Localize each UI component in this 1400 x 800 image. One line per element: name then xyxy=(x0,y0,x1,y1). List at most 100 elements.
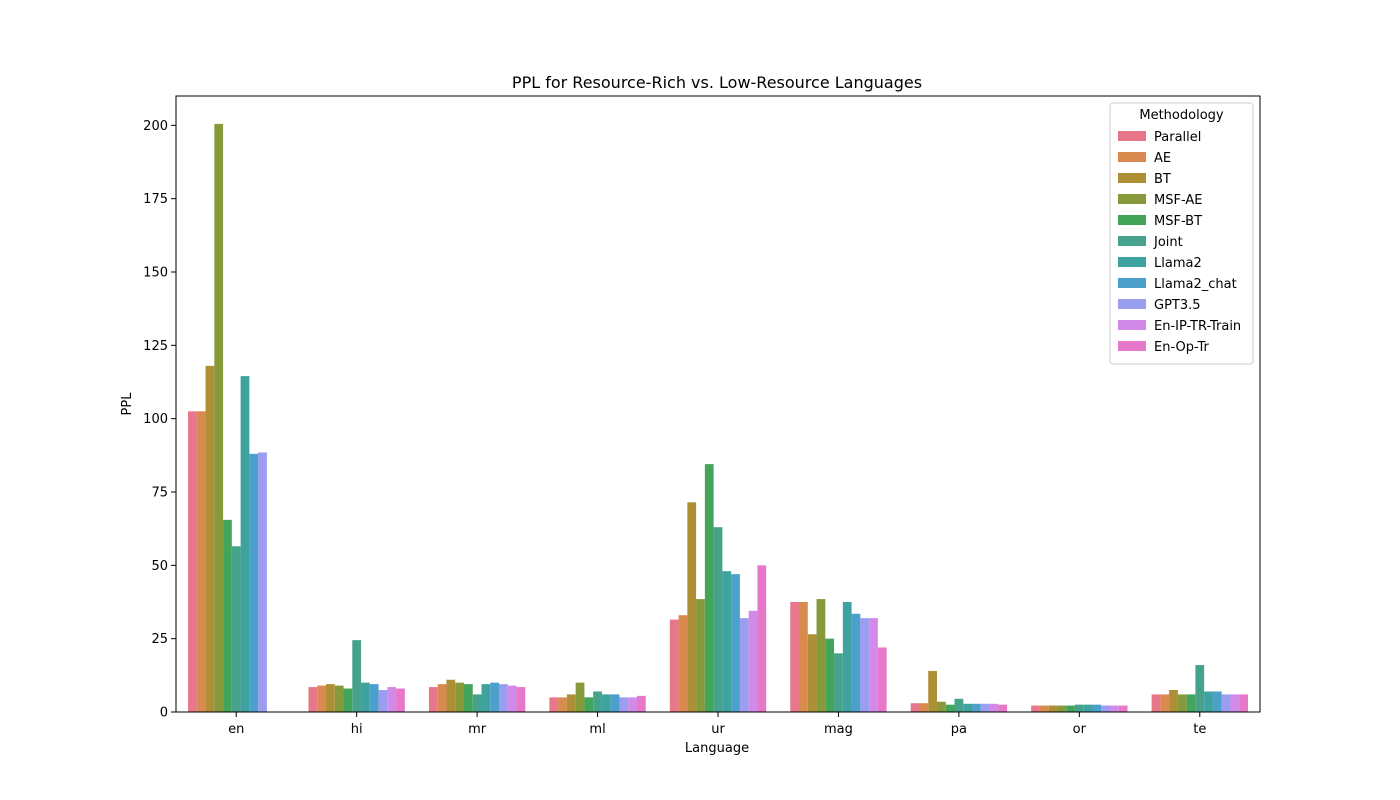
bar-gpt3-5-mag xyxy=(860,618,870,712)
bar-msf-bt-or xyxy=(1066,705,1075,712)
bar-llama2-chat-ml xyxy=(610,694,620,712)
legend-box xyxy=(1109,102,1254,365)
x-tick-label: pa xyxy=(951,722,967,737)
legend-entry: MSF-BT xyxy=(1154,214,1202,229)
bar-ae-ml xyxy=(558,697,567,712)
bar-parallel-ur xyxy=(669,619,679,712)
bar-gpt3-5-te xyxy=(1221,694,1231,712)
legend-swatch xyxy=(1118,236,1146,246)
legend-entry: Llama2_chat xyxy=(1154,277,1237,292)
bar-ae-en xyxy=(196,411,206,712)
bar-parallel-mag xyxy=(790,602,800,712)
legend-entry: Llama2 xyxy=(1154,256,1202,271)
bar-llama2-en xyxy=(240,376,250,712)
bar-en-op-tr-mag xyxy=(877,647,887,712)
bar-parallel-pa xyxy=(910,703,920,712)
y-tick-label: 0 xyxy=(160,706,168,721)
bar-gpt3-5-mr xyxy=(499,684,508,712)
bar-llama2-chat-mr xyxy=(490,682,500,712)
bar-bt-mag xyxy=(807,634,817,712)
bar-gpt3-5-ur xyxy=(739,618,749,712)
bar-llama2-or xyxy=(1083,704,1093,712)
bar-en-ip-tr-train-pa xyxy=(989,703,999,712)
legend-swatch xyxy=(1118,215,1146,225)
bar-en-op-tr-mr xyxy=(516,687,526,712)
legend-entry: En-IP-TR-Train xyxy=(1154,319,1241,334)
bar-bt-pa xyxy=(928,670,937,712)
bar-msf-ae-te xyxy=(1177,694,1187,712)
bar-bt-ml xyxy=(566,694,576,712)
bar-llama2-chat-mag xyxy=(851,613,861,712)
bar-llama2-chat-or xyxy=(1092,704,1102,712)
bar-joint-mag xyxy=(834,653,843,712)
bar-llama2-mag xyxy=(842,602,852,712)
legend-entry: Joint xyxy=(1153,235,1183,250)
bar-joint-hi xyxy=(352,640,362,712)
x-tick-label: te xyxy=(1193,722,1206,737)
bar-bt-or xyxy=(1048,705,1058,712)
bar-ae-or xyxy=(1039,705,1049,712)
y-axis-label: PPL xyxy=(120,392,135,416)
bar-bt-hi xyxy=(326,684,335,712)
bar-llama2-ur xyxy=(722,571,732,712)
legend-swatch xyxy=(1118,173,1146,183)
y-tick-label: 25 xyxy=(151,632,168,647)
x-tick-label: en xyxy=(228,722,244,737)
bar-msf-bt-ur xyxy=(704,464,714,712)
bar-gpt3-5-hi xyxy=(378,690,388,712)
bar-gpt3-5-ml xyxy=(619,697,629,712)
bar-ae-mr xyxy=(437,684,447,712)
bar-en-ip-tr-train-mr xyxy=(507,685,517,712)
legend-swatch xyxy=(1118,341,1146,351)
x-tick-label: mag xyxy=(824,722,853,737)
legend-entry: AE xyxy=(1154,151,1171,166)
bar-joint-or xyxy=(1074,704,1084,712)
bar-parallel-or xyxy=(1031,705,1040,712)
bar-msf-bt-en xyxy=(223,519,232,712)
bar-llama2-chat-hi xyxy=(369,684,379,712)
legend-entry: BT xyxy=(1154,172,1171,187)
bar-en-ip-tr-train-hi xyxy=(387,687,397,712)
bar-en-op-tr-or xyxy=(1118,705,1128,712)
bar-llama2-hi xyxy=(361,682,370,712)
legend-entry: MSF-AE xyxy=(1154,193,1202,208)
bar-ae-hi xyxy=(317,685,327,712)
legend-entry: Parallel xyxy=(1154,130,1201,145)
bar-msf-ae-ml xyxy=(575,682,585,712)
bar-msf-ae-hi xyxy=(334,685,344,712)
bar-msf-bt-mag xyxy=(825,638,835,712)
x-tick-label: ur xyxy=(711,722,725,737)
bar-joint-pa xyxy=(954,698,964,712)
bars-group xyxy=(188,123,1248,712)
legend-title: Methodology xyxy=(1139,108,1224,123)
bar-en-ip-tr-train-te xyxy=(1230,694,1240,712)
bar-en-ip-tr-train-ml xyxy=(628,697,637,712)
y-tick-label: 125 xyxy=(143,339,168,354)
bar-msf-ae-pa xyxy=(936,701,946,712)
bar-msf-ae-mag xyxy=(816,599,826,712)
bar-msf-bt-te xyxy=(1186,694,1196,712)
legend-swatch xyxy=(1118,299,1146,309)
bar-ae-mag xyxy=(799,602,808,712)
bar-en-op-tr-hi xyxy=(396,688,405,712)
bar-llama2-chat-ur xyxy=(731,574,740,712)
y-tick-label: 150 xyxy=(143,266,168,281)
y-tick-label: 175 xyxy=(143,192,168,207)
bar-en-ip-tr-train-or xyxy=(1109,705,1119,712)
y-tick-label: 100 xyxy=(143,412,168,427)
legend-swatch xyxy=(1118,194,1146,204)
x-tick-label: mr xyxy=(468,722,487,737)
legend-entry: En-Op-Tr xyxy=(1154,340,1210,355)
legend-swatch xyxy=(1118,152,1146,162)
bar-parallel-mr xyxy=(428,687,438,712)
bar-llama2-chat-pa xyxy=(972,703,981,712)
bar-joint-mr xyxy=(472,694,482,712)
bar-en-op-tr-ur xyxy=(757,565,767,712)
x-axis: en hi mr ml ur mag pa or te xyxy=(228,712,1206,737)
bar-parallel-hi xyxy=(308,687,318,712)
bar-bt-te xyxy=(1169,690,1178,712)
bar-parallel-en xyxy=(188,411,197,712)
bar-en-op-tr-ml xyxy=(636,695,646,712)
bar-msf-ae-or xyxy=(1057,705,1067,712)
